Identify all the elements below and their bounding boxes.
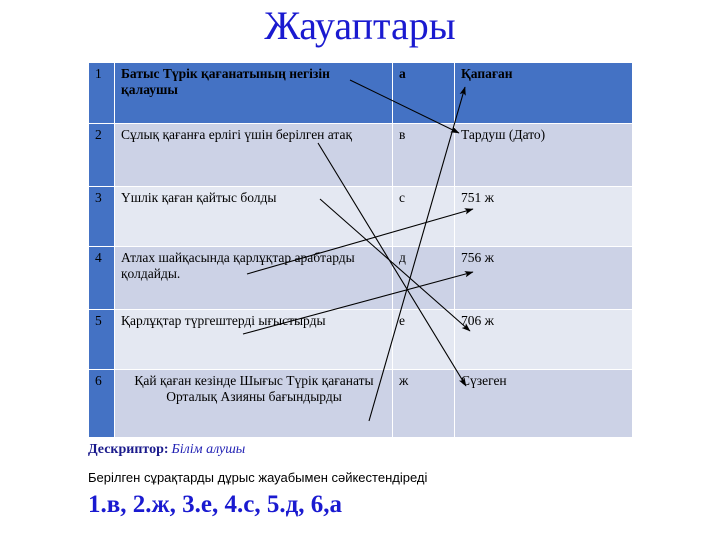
table-row: 6 Қай қаған кезінде Шығыс Түрік қағанаты… bbox=[88, 369, 633, 438]
question-cell: Атлах шайқасында қарлұқтар арабтарды қол… bbox=[114, 246, 393, 310]
answer-key-text: 1.в, 2.ж, 3.е, 4.с, 5.д, 6,а bbox=[88, 491, 342, 518]
question-cell: Сұлық қағанға ерлігі үшін берілген атақ bbox=[114, 123, 393, 187]
table-row: 4 Атлах шайқасында қарлұқтар арабтарды қ… bbox=[88, 246, 633, 310]
answer-cell: 706 ж bbox=[454, 309, 633, 370]
question-cell: Үшлік қаған қайтыс болды bbox=[114, 186, 393, 247]
row-number: 6 bbox=[88, 369, 115, 438]
answer-cell: 756 ж bbox=[454, 246, 633, 310]
answer-cell: Сүзеген bbox=[454, 369, 633, 438]
letter-cell: д bbox=[392, 246, 455, 310]
question-cell: Қай қаған кезінде Шығыс Түрік қағанаты О… bbox=[114, 369, 393, 438]
answer-cell: Тардуш (Дато) bbox=[454, 123, 633, 187]
descriptor-value: Білім алушы bbox=[171, 442, 246, 457]
table-row: 5 Қарлұқтар түргештерді ығыстырды е 706 … bbox=[88, 309, 633, 370]
row-number: 3 bbox=[88, 186, 115, 247]
letter-cell: ж bbox=[392, 369, 455, 438]
table-row: 3 Үшлік қаған қайтыс болды с 751 ж bbox=[88, 186, 633, 247]
letter-cell: е bbox=[392, 309, 455, 370]
question-cell: Батыс Түрік қағанатының негізін қалаушы bbox=[114, 62, 393, 124]
descriptor-label: Дескриптор: bbox=[88, 442, 169, 457]
answer-cell: Қапаған bbox=[454, 62, 633, 124]
letter-cell: в bbox=[392, 123, 455, 187]
letter-cell: а bbox=[392, 62, 455, 124]
page-title: Жауаптары bbox=[264, 3, 456, 48]
descriptor-line: Дескриптор: Білім алушы bbox=[88, 441, 245, 459]
row-number: 2 bbox=[88, 123, 115, 187]
row-number: 5 bbox=[88, 309, 115, 370]
answer-cell: 751 ж bbox=[454, 186, 633, 247]
row-number: 4 bbox=[88, 246, 115, 310]
question-cell: Қарлұқтар түргештерді ығыстырды bbox=[114, 309, 393, 370]
row-number: 1 bbox=[88, 62, 115, 124]
table-row: 2 Сұлық қағанға ерлігі үшін берілген ата… bbox=[88, 123, 633, 187]
criteria-text: Берілген сұрақтарды дұрыс жауабымен сәйк… bbox=[88, 470, 428, 485]
letter-cell: с bbox=[392, 186, 455, 247]
matching-answers-table: 1 Батыс Түрік қағанатының негізін қалауш… bbox=[88, 62, 633, 438]
table-row: 1 Батыс Түрік қағанатының негізін қалауш… bbox=[88, 62, 633, 124]
